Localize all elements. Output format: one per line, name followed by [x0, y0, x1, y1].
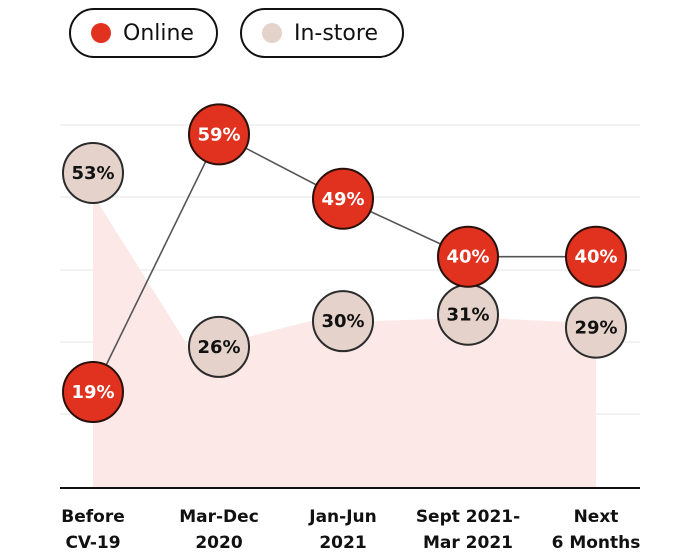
online-1-label: 59% — [197, 124, 240, 145]
instore-1-label: 26% — [197, 337, 240, 358]
online-0-point — [62, 361, 124, 424]
instore-4-label: 29% — [574, 318, 617, 339]
legend-item-instore: In-store — [239, 8, 404, 58]
legend-label-instore: In-store — [293, 20, 378, 46]
online-2-point — [312, 167, 374, 230]
online-1-point — [188, 103, 250, 166]
online-swatch-icon — [91, 23, 111, 43]
x-tick-label-2-1: 2021 — [319, 533, 366, 553]
x-tick-label-2-0: Jan-Jun — [308, 507, 377, 527]
legend: Online In-store — [69, 8, 404, 58]
x-tick-label-1-1: 2020 — [195, 533, 242, 553]
online-3-label: 40% — [446, 247, 489, 268]
instore-2-point — [312, 290, 374, 353]
x-tick-label-3-1: Mar 2021 — [423, 533, 513, 553]
x-tick-label-3-0: Sept 2021- — [416, 507, 520, 527]
instore-0-label: 53% — [71, 163, 114, 184]
x-tick-label-0-0: Before — [61, 507, 124, 527]
instore-1-point — [188, 315, 250, 378]
legend-label-online: Online — [123, 20, 194, 46]
online-0-label: 19% — [71, 382, 114, 403]
instore-4-point — [565, 296, 627, 359]
x-tick-label-0-1: CV-19 — [65, 533, 120, 553]
online-3-point — [437, 225, 499, 288]
online-2-label: 49% — [321, 189, 364, 210]
x-tick-label-4-1: 6 Months — [552, 533, 641, 553]
instore-0-point — [62, 141, 124, 204]
x-tick-label-4-0: Next — [574, 507, 619, 527]
online-4-label: 40% — [574, 247, 617, 268]
instore-swatch-icon — [261, 23, 282, 43]
legend-item-online: Online — [69, 8, 218, 58]
online-4-point — [565, 225, 627, 288]
x-tick-label-1-0: Mar-Dec — [179, 507, 259, 527]
instore-2-label: 30% — [321, 311, 364, 332]
instore-3-label: 31% — [446, 305, 489, 326]
